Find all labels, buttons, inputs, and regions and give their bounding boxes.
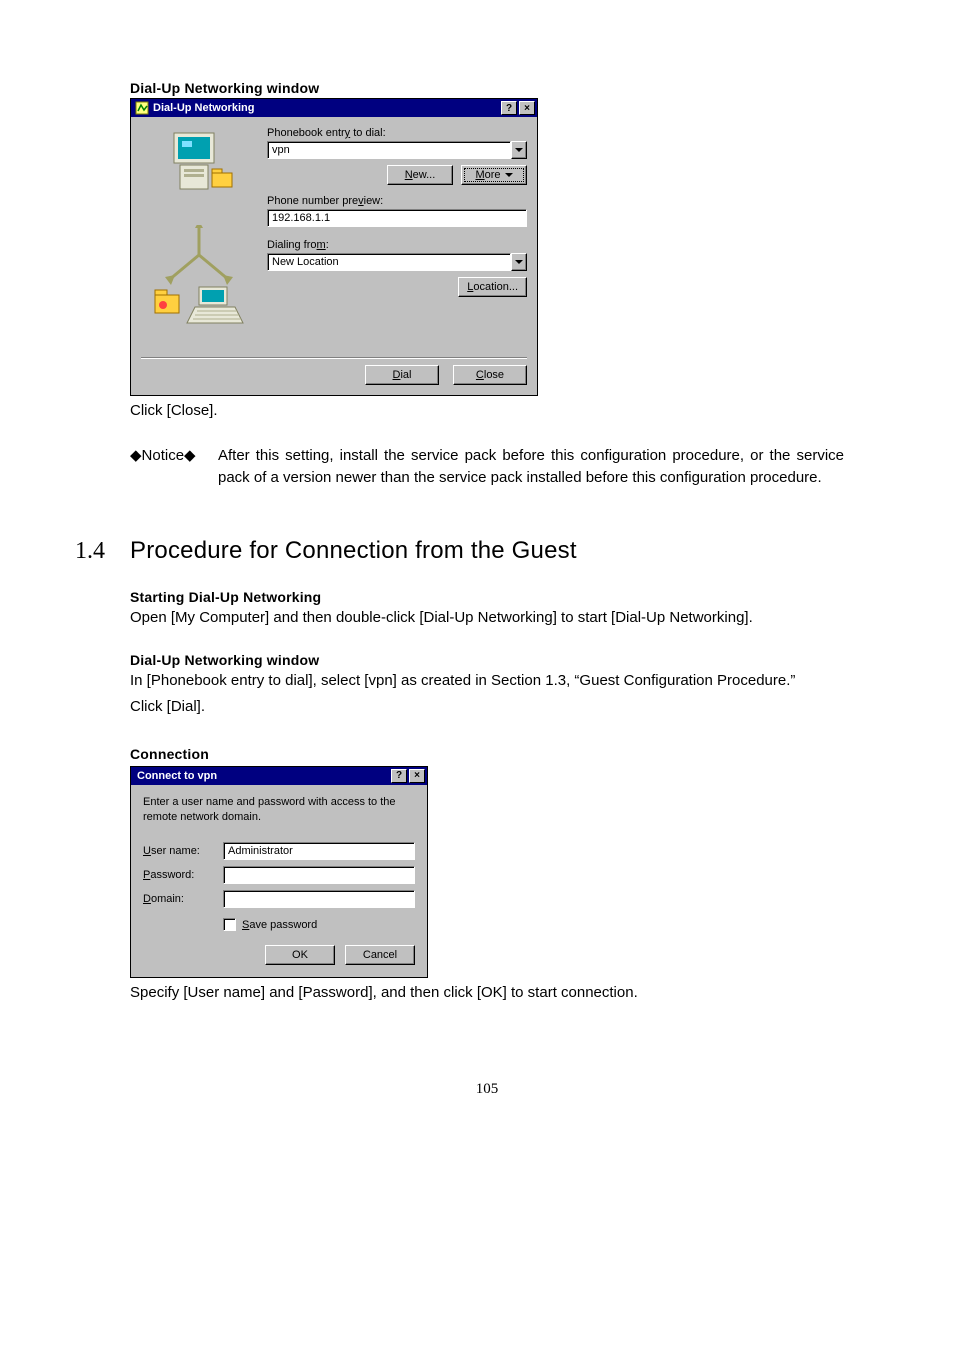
phone-preview-input[interactable]: 192.168.1.1 xyxy=(267,209,527,227)
para-dun-body2: Click [Dial]. xyxy=(130,696,844,718)
new-button[interactable]: New... xyxy=(387,165,453,185)
section-title: Procedure for Connection from the Guest xyxy=(130,537,577,565)
notice-body: After this setting, install the service … xyxy=(218,445,844,489)
subheading-dun-window-2: Dial-Up Networking window xyxy=(130,652,844,668)
password-input[interactable] xyxy=(223,866,415,884)
dialing-from-dropdown-button[interactable] xyxy=(511,253,527,271)
text-after-conn: Specify [User name] and [Password], and … xyxy=(130,984,844,1001)
label-domain: Domain: xyxy=(143,893,223,905)
dial-up-networking-dialog: Dial-Up Networking ? × xyxy=(130,98,538,396)
help-button[interactable]: ? xyxy=(501,101,517,115)
more-button[interactable]: More xyxy=(461,165,527,185)
conn-message: Enter a user name and password with acce… xyxy=(143,795,415,825)
domain-input[interactable] xyxy=(223,890,415,908)
dial-up-icon xyxy=(135,101,149,115)
label-phone-preview: Phone number preview: xyxy=(267,195,527,207)
close-caption-button[interactable]: × xyxy=(519,101,535,115)
para-starting-body: Open [My Computer] and then double-click… xyxy=(130,607,844,629)
save-password-checkbox[interactable] xyxy=(223,918,236,931)
dialing-from-value[interactable]: New Location xyxy=(267,253,511,271)
label-username: User name: xyxy=(143,845,223,857)
location-button[interactable]: Location... xyxy=(458,277,527,297)
conn-titlebar: Connect to vpn ? × xyxy=(131,767,427,785)
dialing-from-combo[interactable]: New Location xyxy=(267,253,527,271)
dun-illustration xyxy=(139,125,259,345)
dun-titlebar: Dial-Up Networking ? × xyxy=(131,99,537,117)
cancel-button[interactable]: Cancel xyxy=(345,945,415,965)
notice-label: ◆Notice◆ xyxy=(130,445,218,489)
subheading-starting: Starting Dial-Up Networking xyxy=(130,589,844,605)
phonebook-entry-combo[interactable]: vpn xyxy=(267,141,527,159)
conn-help-button[interactable]: ? xyxy=(391,769,407,783)
label-password: Password: xyxy=(143,869,223,881)
notice-block: ◆Notice◆ After this setting, install the… xyxy=(130,445,844,489)
text-click-close: Click [Close]. xyxy=(130,402,844,419)
page-number: 105 xyxy=(130,1081,844,1098)
save-password-label: Save password xyxy=(242,919,317,931)
section-number: 1.4 xyxy=(75,538,130,565)
conn-close-caption-button[interactable]: × xyxy=(409,769,425,783)
section-heading: 1.4 Procedure for Connection from the Gu… xyxy=(75,537,844,565)
connect-to-vpn-dialog: Connect to vpn ? × Enter a user name and… xyxy=(130,766,428,979)
dun-title: Dial-Up Networking xyxy=(153,102,501,114)
conn-title: Connect to vpn xyxy=(135,770,391,782)
heading-dun-window: Dial-Up Networking window xyxy=(130,80,844,96)
subheading-connection: Connection xyxy=(130,746,844,762)
para-dun-body1: In [Phonebook entry to dial], select [vp… xyxy=(130,670,844,692)
label-phonebook-entry: Phonebook entry to dial: xyxy=(267,127,527,139)
phonebook-entry-value[interactable]: vpn xyxy=(267,141,511,159)
phonebook-entry-dropdown-button[interactable] xyxy=(511,141,527,159)
close-button[interactable]: Close xyxy=(453,365,527,385)
dial-button[interactable]: Dial xyxy=(365,365,439,385)
ok-button[interactable]: OK xyxy=(265,945,335,965)
username-input[interactable]: Administrator xyxy=(223,842,415,860)
label-dialing-from: Dialing from: xyxy=(267,239,527,251)
